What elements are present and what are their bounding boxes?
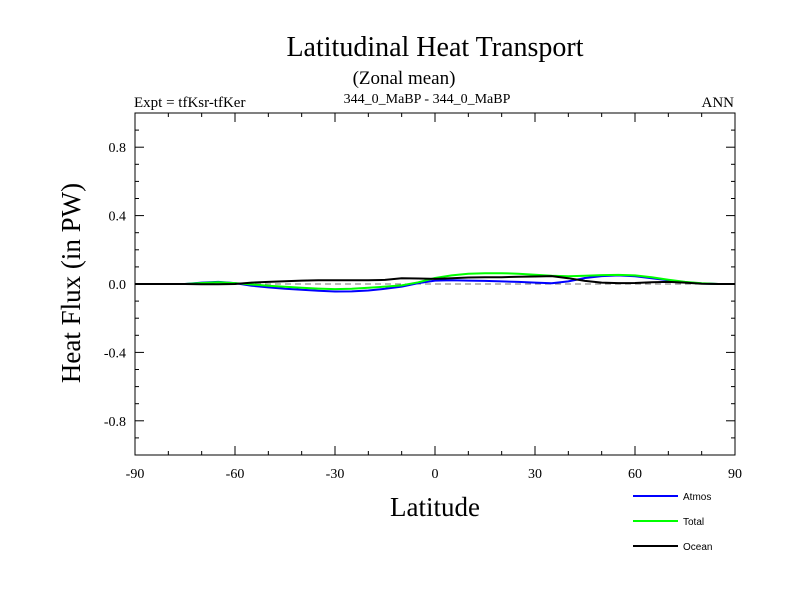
y-tick-label: -0.4 <box>104 346 126 361</box>
y-tick-label: 0.4 <box>109 210 127 225</box>
legend-label-atmos: Atmos <box>683 492 711 503</box>
series-line-ocean <box>135 275 735 286</box>
period-label: 344_0_MaBP - 344_0_MaBP <box>344 92 511 107</box>
experiment-label: Expt = tfKsr-tfKer <box>134 95 245 111</box>
x-tick-label: 30 <box>528 467 542 482</box>
legend-label-total: Total <box>683 517 704 528</box>
plot-area: -90 -60 -30 0 30 60 90 -0.8 -0.4 0.0 0.4 0.8 <box>104 112 742 482</box>
x-tick-label: 90 <box>728 467 742 482</box>
y-tick-label: 0.8 <box>109 141 127 156</box>
chart-title: Latitudinal Heat Transport <box>286 32 583 63</box>
series-line-total <box>135 272 735 291</box>
season-label: ANN <box>702 95 735 111</box>
y-tick-label: 0.0 <box>109 278 127 293</box>
legend: Atmos Total Ocean <box>633 492 712 553</box>
x-tick-label: -60 <box>226 467 245 482</box>
y-axis-label: Heat Flux (in PW) <box>56 183 86 383</box>
x-tick-label: 0 <box>432 467 439 482</box>
chart-subtitle: (Zonal mean) <box>353 68 456 89</box>
y-tick-label: -0.8 <box>104 415 126 430</box>
x-tick-label: -30 <box>326 467 345 482</box>
x-axis-label: Latitude <box>390 492 480 522</box>
x-tick-label: 60 <box>628 467 642 482</box>
legend-label-ocean: Ocean <box>683 542 712 553</box>
x-tick-label: -90 <box>126 467 145 482</box>
